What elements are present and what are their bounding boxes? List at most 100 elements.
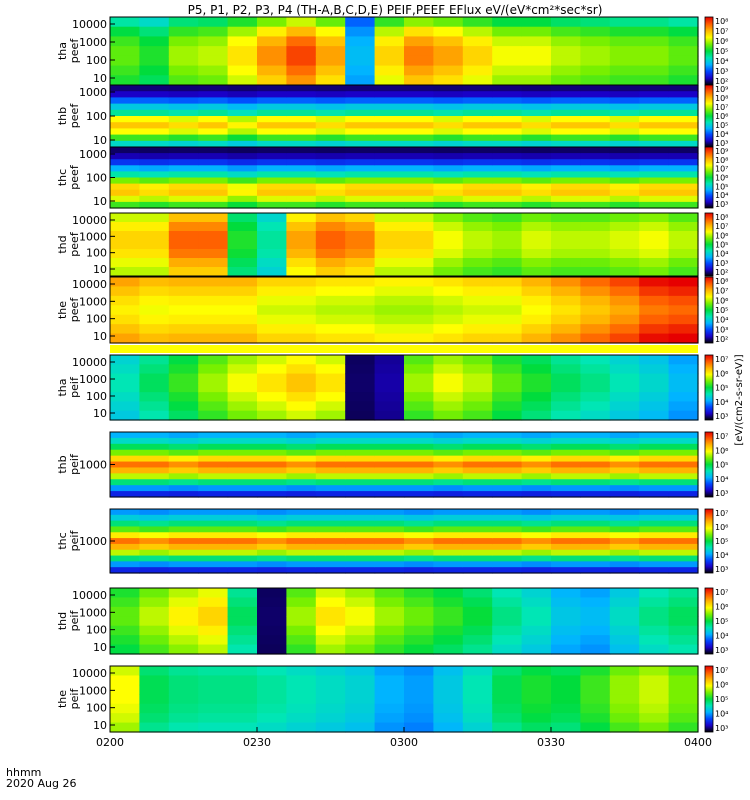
heatmap-cell: [345, 392, 376, 403]
heatmap-cell: [639, 694, 670, 705]
heatmap-cell: [315, 177, 346, 185]
heatmap-cell: [433, 675, 464, 686]
heatmap-cell: [227, 437, 258, 445]
heatmap-cell: [580, 479, 611, 486]
colorbar-tick-label: 10⁶: [715, 523, 728, 532]
heatmap-cell: [639, 449, 670, 457]
colorbar-tick-label: 10⁵: [715, 182, 728, 191]
heatmap-cell: [227, 195, 258, 203]
heatmap-cell: [286, 128, 317, 136]
heatmap-cell: [198, 606, 229, 617]
heatmap-cell: [168, 222, 199, 232]
heatmap-cell: [492, 538, 523, 545]
heatmap-cell: [433, 684, 464, 695]
heatmap-cell: [580, 473, 611, 480]
heatmap-cell: [374, 305, 405, 316]
heatmap-cell: [462, 134, 493, 142]
heatmap-cell: [286, 437, 317, 445]
colorbar-tick-label: 10⁶: [715, 681, 728, 690]
heatmap-cell: [609, 606, 640, 617]
heatmap-cell: [492, 333, 523, 344]
heatmap-cell: [580, 561, 611, 568]
heatmap-cell: [462, 240, 493, 250]
heatmap-cell: [315, 538, 346, 545]
heatmap-cell: [521, 703, 552, 714]
heatmap-cell: [521, 625, 552, 636]
heatmap-cell: [315, 122, 346, 129]
heatmap-cell: [668, 588, 699, 599]
heatmap-cell: [257, 91, 287, 98]
heatmap-cell: [404, 55, 434, 67]
heatmap-cell: [521, 122, 552, 129]
heatmap-cell: [551, 147, 581, 154]
heatmap-cell: [492, 134, 523, 142]
heatmap-cell: [609, 625, 640, 636]
heatmap-cell: [521, 401, 552, 412]
heatmap-cell: [462, 485, 493, 492]
colorbar-tick-label: 10⁴: [715, 191, 728, 200]
y-tick-label: 1000: [79, 606, 107, 619]
heatmap-cell: [668, 109, 699, 117]
heatmap-cell: [433, 616, 464, 627]
heatmap-cell: [492, 201, 523, 209]
heatmap-cell: [110, 177, 140, 185]
heatmap-cell: [227, 36, 258, 47]
heatmap-cell: [433, 713, 464, 724]
heatmap-cell: [286, 455, 317, 463]
heatmap-cell: [139, 437, 170, 445]
heatmap-cell: [227, 449, 258, 457]
y-tick-label: 100: [86, 54, 107, 67]
heatmap-cell: [404, 333, 434, 344]
heatmap-cell: [639, 473, 670, 480]
heatmap-cell: [198, 249, 229, 259]
heatmap-cell: [198, 26, 229, 38]
heatmap-cell: [580, 588, 611, 599]
heatmap-cell: [580, 295, 611, 306]
heatmap-cell: [374, 597, 405, 608]
heatmap-cell: [257, 26, 287, 38]
heatmap-cell: [315, 606, 346, 617]
panel-frame: [109, 276, 699, 344]
colorbar-tick-label: 10⁷: [715, 222, 728, 231]
heatmap-cell: [315, 324, 346, 335]
heatmap-cell: [227, 485, 258, 492]
colorbar-tick-label: 10⁵: [715, 384, 728, 393]
heatmap-cell: [404, 684, 434, 695]
heatmap-cell: [374, 355, 405, 365]
heatmap-cell: [580, 97, 611, 105]
heatmap-cell: [345, 195, 376, 203]
panel-frame: [109, 354, 699, 421]
heatmap-cell: [286, 305, 317, 316]
heatmap-cell: [227, 103, 258, 111]
heatmap-cell: [345, 355, 376, 365]
heatmap-cell: [639, 122, 670, 129]
heatmap-cell: [668, 684, 699, 695]
heatmap-cell: [168, 532, 199, 539]
heatmap-cell: [580, 55, 611, 67]
heatmap-cell: [286, 165, 317, 172]
heatmap-cell: [433, 461, 464, 469]
heatmap-cell: [345, 222, 376, 232]
colorbar: [704, 276, 714, 344]
heatmap-cell: [227, 509, 258, 516]
heatmap-cell: [257, 473, 287, 480]
heatmap-cell: [168, 455, 199, 463]
heatmap-cell: [492, 635, 523, 646]
heatmap-cell: [168, 549, 199, 557]
heatmap-cell: [433, 189, 464, 197]
colorbar-tick-label: 10³: [715, 412, 728, 421]
heatmap-cell: [433, 324, 464, 335]
heatmap-cell: [139, 305, 170, 316]
heatmap-cell: [580, 134, 611, 142]
heatmap-cell: [345, 567, 376, 574]
heatmap-cell: [551, 526, 581, 533]
heatmap-cell: [492, 491, 523, 498]
heatmap-cell: [609, 455, 640, 463]
heatmap-cell: [168, 467, 199, 474]
heatmap-cell: [374, 666, 405, 677]
heatmap-cell: [139, 134, 170, 142]
heatmap-cell: [551, 75, 581, 86]
heatmap-cell: [168, 694, 199, 705]
heatmap-cell: [668, 147, 699, 154]
heatmap-cell: [668, 258, 699, 268]
